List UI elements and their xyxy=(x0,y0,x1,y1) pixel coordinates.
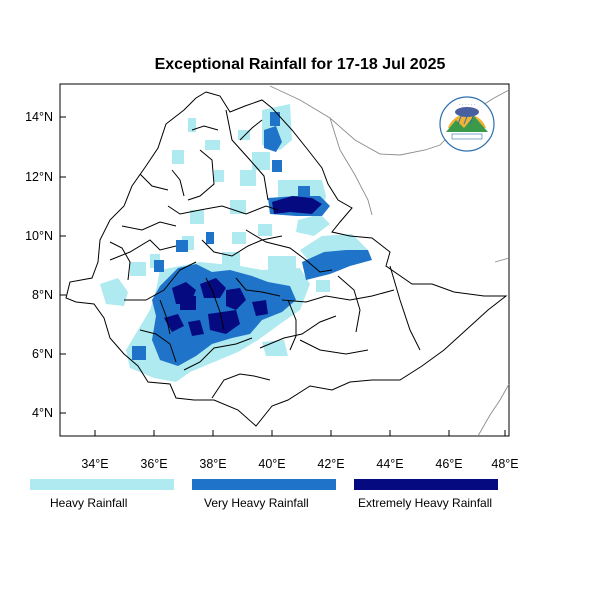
legend-label-very-heavy: Very Heavy Rainfall xyxy=(204,496,309,510)
latitude-axis xyxy=(60,116,66,414)
lat-tick-label: 14°N xyxy=(25,110,53,124)
heavy-rainfall-cells xyxy=(100,104,368,382)
lat-tick-label: 8°N xyxy=(32,288,53,302)
legend-swatch-very-heavy xyxy=(192,479,336,490)
lon-tick-label: 42°E xyxy=(317,457,344,471)
lat-tick-label: 4°N xyxy=(32,406,53,420)
lon-tick-label: 46°E xyxy=(435,457,462,471)
lon-tick-label: 44°E xyxy=(376,457,403,471)
ethiopia-boundaries xyxy=(65,91,508,427)
lon-tick-label: 36°E xyxy=(140,457,167,471)
lon-tick-label: 38°E xyxy=(199,457,226,471)
legend-swatch-extremely-heavy xyxy=(354,479,498,490)
legend-swatch-heavy xyxy=(30,479,174,490)
legend-label-extremely-heavy: Extremely Heavy Rainfall xyxy=(358,496,493,510)
map-title: Exceptional Rainfall for 17-18 Jul 2025 xyxy=(154,56,446,73)
lat-tick-label: 6°N xyxy=(32,347,53,361)
emi-logo-icon: · · · · · · xyxy=(439,96,495,152)
lat-tick-label: 12°N xyxy=(25,170,53,184)
longitude-axis xyxy=(94,430,506,436)
lon-tick-label: 48°E xyxy=(491,457,518,471)
lon-tick-label: 40°E xyxy=(258,457,285,471)
lat-tick-label: 10°N xyxy=(25,229,53,243)
legend-label-heavy: Heavy Rainfall xyxy=(50,496,128,510)
lon-tick-label: 34°E xyxy=(81,457,108,471)
svg-text:· · · · · ·: · · · · · · xyxy=(459,102,476,108)
ethiopia-outline xyxy=(65,91,508,427)
map-frame xyxy=(59,83,510,437)
extremely-heavy-rainfall-cells xyxy=(164,196,322,336)
